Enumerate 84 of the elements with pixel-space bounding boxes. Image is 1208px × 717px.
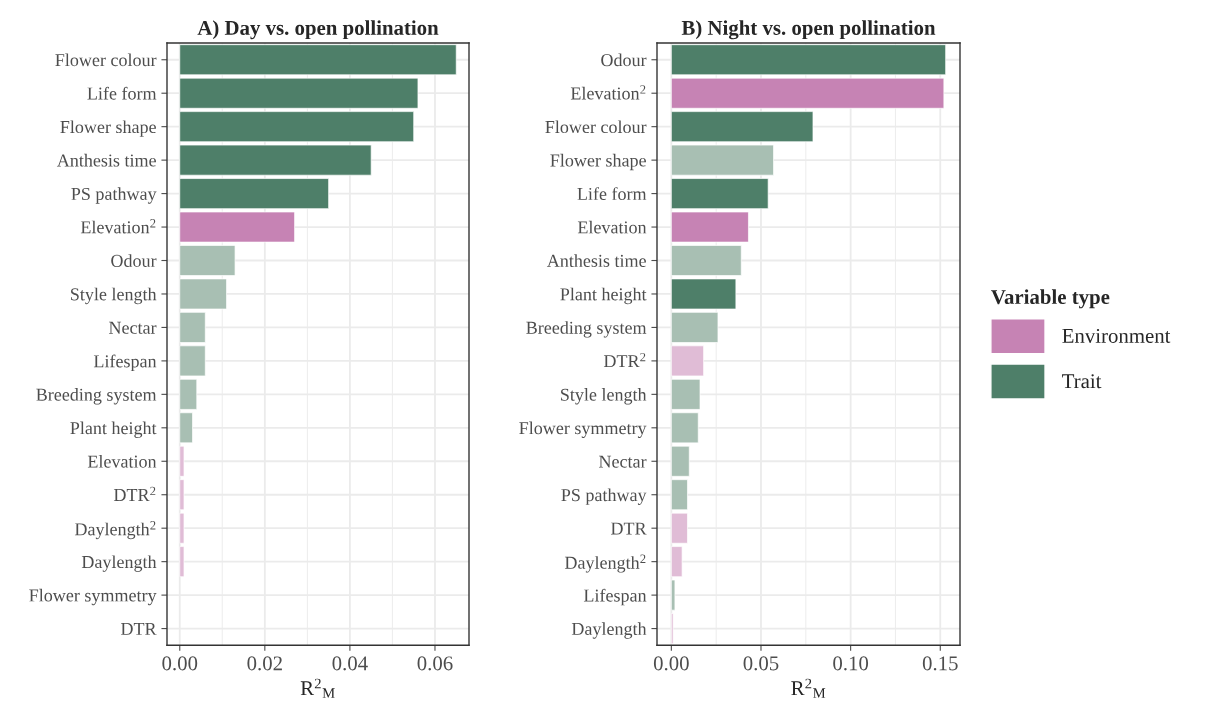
y-tick-label: Odour [601, 53, 647, 67]
y-tick-label: Breeding system [36, 388, 157, 405]
bar [179, 77, 419, 109]
bar [670, 579, 676, 611]
x-axis-title: R$^{2}$$_{M}$ [300, 678, 335, 698]
bar [670, 245, 742, 276]
bar [670, 445, 690, 477]
bar [670, 111, 814, 143]
bar [179, 44, 457, 76]
bar [179, 211, 295, 243]
bar [670, 144, 774, 176]
x-tick-label: 0.00 [653, 656, 689, 671]
y-tick-label: DTR [610, 522, 647, 535]
bar [179, 278, 227, 310]
bar [670, 412, 699, 444]
legend-label: Environment [1062, 328, 1171, 343]
bar [670, 512, 688, 544]
y-tick-label: Nectar [108, 321, 157, 334]
legend-label: Trait [1062, 374, 1102, 389]
y-tick-label: Flower shape [60, 120, 156, 137]
y-tick-label: DTR$^{2}$ [603, 352, 646, 368]
x-tick-label: 0.15 [922, 656, 958, 671]
y-tick-label: Lifespan [93, 354, 157, 372]
y-tick-label: Anthesis time [56, 153, 156, 167]
y-tick-label: Odour [111, 254, 157, 267]
bar [179, 412, 193, 444]
y-tick-label: Nectar [598, 455, 647, 468]
y-tick-label: Flower symmetry [29, 588, 157, 606]
y-tick-label: Elevation$^{2}$ [570, 85, 646, 100]
y-tick-label: PS pathway [561, 488, 647, 505]
bar [179, 245, 236, 276]
x-tick-label: 0.10 [833, 656, 869, 671]
y-tick-label: Breeding system [526, 321, 647, 338]
y-tick-label: PS pathway [71, 187, 157, 204]
bar [670, 479, 688, 511]
x-tick-label: 0.05 [743, 656, 779, 671]
y-tick-label: Plant height [70, 421, 157, 438]
x-tick-label: 0.06 [417, 656, 453, 671]
bar [670, 211, 749, 243]
x-axis-title: R$^{2}$$_{M}$ [791, 678, 826, 698]
x-tick-label: 0.02 [247, 656, 282, 671]
legend-title: Variable type [991, 289, 1110, 309]
y-tick-label: Flower colour [55, 53, 157, 67]
y-tick-label: Daylength [81, 555, 157, 572]
bar [670, 312, 719, 343]
y-tick-label: Daylength$^{2}$ [74, 521, 156, 540]
y-tick-label: DTR [120, 623, 157, 635]
bar [179, 445, 185, 477]
bar [179, 512, 185, 544]
y-tick-label: Flower colour [545, 120, 647, 134]
bar [179, 144, 372, 176]
y-tick-label: Anthesis time [546, 254, 646, 267]
chart-title: A) Day vs. open pollination [197, 20, 439, 40]
bar [179, 111, 415, 143]
bar [179, 378, 198, 410]
chart-title: B) Night vs. open pollination [681, 20, 936, 40]
bar [179, 546, 185, 578]
bar [670, 278, 737, 310]
y-tick-label: Daylength [571, 622, 647, 639]
y-tick-label: Life form [87, 86, 157, 100]
y-tick-label: Style length [561, 388, 647, 405]
x-tick-label: 0.00 [162, 656, 198, 671]
bar [179, 312, 206, 343]
y-tick-label: Daylength$^{2}$ [564, 554, 646, 573]
y-tick-label: Style length [71, 287, 157, 305]
y-tick-label: Plant height [560, 287, 647, 305]
y-tick-label: Life form [577, 187, 647, 201]
y-tick-label: Elevation [87, 455, 157, 468]
x-tick-label: 0.04 [332, 656, 368, 671]
y-tick-label: DTR$^{2}$ [113, 486, 156, 501]
bar [670, 546, 683, 578]
bar [670, 345, 704, 377]
y-tick-label: Lifespan [583, 588, 647, 606]
bar [670, 178, 769, 209]
bar [670, 77, 945, 109]
bar [670, 378, 701, 410]
y-tick-label: Flower symmetry [519, 421, 647, 438]
y-tick-label: Elevation [577, 220, 647, 234]
y-tick-label: Flower shape [550, 153, 646, 171]
bar [670, 44, 947, 76]
bar [179, 479, 185, 511]
y-tick-label: Elevation$^{2}$ [80, 219, 156, 234]
bar [179, 178, 329, 209]
bar [179, 345, 206, 377]
